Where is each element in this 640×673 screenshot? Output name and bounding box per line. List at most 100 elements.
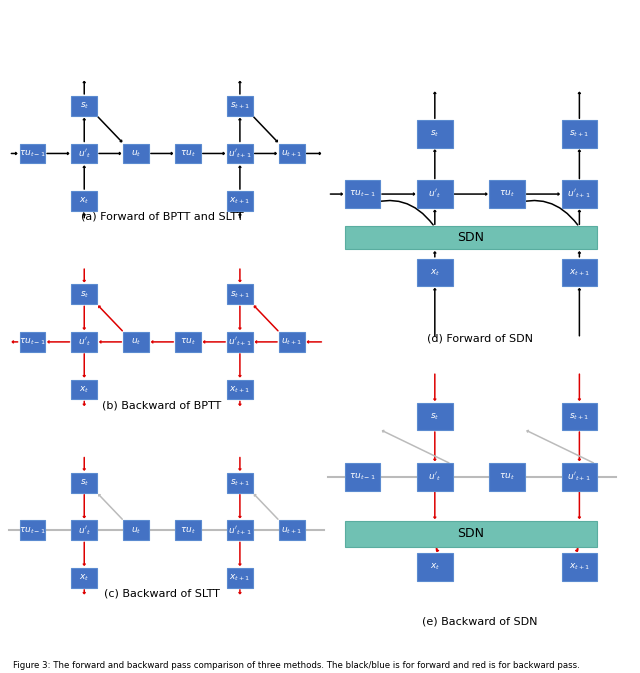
FancyBboxPatch shape xyxy=(417,258,452,286)
Text: $\tau u_t$: $\tau u_t$ xyxy=(180,525,196,536)
Text: $u'_{t+1}$: $u'_{t+1}$ xyxy=(568,470,591,483)
FancyBboxPatch shape xyxy=(279,520,305,540)
FancyBboxPatch shape xyxy=(72,473,97,493)
Text: $u'_{t+1}$: $u'_{t+1}$ xyxy=(228,147,252,160)
Text: SDN: SDN xyxy=(458,232,484,244)
Text: $\tau u_t$: $\tau u_t$ xyxy=(499,189,515,199)
FancyBboxPatch shape xyxy=(72,191,97,211)
FancyBboxPatch shape xyxy=(417,180,452,208)
Text: $\tau u_{t-1}$: $\tau u_{t-1}$ xyxy=(19,336,45,347)
Text: $x_t$: $x_t$ xyxy=(79,573,90,583)
Text: $u'_{t+1}$: $u'_{t+1}$ xyxy=(228,336,252,348)
Text: $x_t$: $x_t$ xyxy=(429,267,440,278)
Text: (e) Backward of SDN: (e) Backward of SDN xyxy=(422,616,538,626)
FancyBboxPatch shape xyxy=(227,568,253,588)
Text: $\tau u_t$: $\tau u_t$ xyxy=(180,336,196,347)
Text: $u'_{t+1}$: $u'_{t+1}$ xyxy=(568,188,591,201)
FancyBboxPatch shape xyxy=(72,332,97,352)
Text: (d) Forward of SDN: (d) Forward of SDN xyxy=(427,333,533,343)
FancyBboxPatch shape xyxy=(20,332,45,352)
Text: $s_t$: $s_t$ xyxy=(430,129,440,139)
Text: $u_{t+1}$: $u_{t+1}$ xyxy=(281,336,303,347)
FancyBboxPatch shape xyxy=(562,180,597,208)
Text: $u'_t$: $u'_t$ xyxy=(428,188,441,201)
FancyBboxPatch shape xyxy=(227,473,253,493)
Text: $s_t$: $s_t$ xyxy=(79,478,89,488)
FancyBboxPatch shape xyxy=(562,553,597,581)
FancyBboxPatch shape xyxy=(562,402,597,430)
FancyBboxPatch shape xyxy=(227,285,253,304)
Text: $\tau u_{t-1}$: $\tau u_{t-1}$ xyxy=(19,148,45,159)
Text: $\tau u_t$: $\tau u_t$ xyxy=(499,472,515,482)
Text: $s_{t+1}$: $s_{t+1}$ xyxy=(569,129,589,139)
FancyBboxPatch shape xyxy=(72,96,97,116)
Text: $u_t$: $u_t$ xyxy=(131,148,141,159)
Text: $\tau u_t$: $\tau u_t$ xyxy=(180,148,196,159)
Text: $x_t$: $x_t$ xyxy=(429,562,440,572)
Text: $s_t$: $s_t$ xyxy=(430,411,440,422)
FancyBboxPatch shape xyxy=(417,553,452,581)
Text: $u'_t$: $u'_t$ xyxy=(428,470,441,483)
Text: $u'_{t+1}$: $u'_{t+1}$ xyxy=(228,524,252,536)
FancyBboxPatch shape xyxy=(490,180,525,208)
FancyBboxPatch shape xyxy=(279,143,305,164)
Text: $s_{t+1}$: $s_{t+1}$ xyxy=(230,101,250,111)
Text: $x_{t+1}$: $x_{t+1}$ xyxy=(229,573,250,583)
Text: $u_t$: $u_t$ xyxy=(131,525,141,536)
Text: $u'_t$: $u'_t$ xyxy=(78,336,91,348)
Text: $x_{t+1}$: $x_{t+1}$ xyxy=(229,384,250,395)
Text: $\tau u_{t-1}$: $\tau u_{t-1}$ xyxy=(19,525,45,536)
FancyBboxPatch shape xyxy=(124,520,149,540)
Text: (a) Forward of BPTT and SLTT: (a) Forward of BPTT and SLTT xyxy=(81,212,243,222)
Text: $s_{t+1}$: $s_{t+1}$ xyxy=(569,411,589,422)
FancyBboxPatch shape xyxy=(72,380,97,399)
Text: $x_{t+1}$: $x_{t+1}$ xyxy=(569,562,590,572)
FancyBboxPatch shape xyxy=(227,191,253,211)
FancyBboxPatch shape xyxy=(562,120,597,147)
FancyBboxPatch shape xyxy=(562,258,597,286)
Text: $u_{t+1}$: $u_{t+1}$ xyxy=(281,148,303,159)
FancyBboxPatch shape xyxy=(417,402,452,430)
Text: (b) Backward of BPTT: (b) Backward of BPTT xyxy=(102,400,221,411)
FancyBboxPatch shape xyxy=(227,143,253,164)
FancyBboxPatch shape xyxy=(490,463,525,491)
FancyBboxPatch shape xyxy=(227,380,253,399)
FancyBboxPatch shape xyxy=(345,180,380,208)
FancyBboxPatch shape xyxy=(175,332,201,352)
Text: $s_{t+1}$: $s_{t+1}$ xyxy=(230,289,250,299)
Text: $x_{t+1}$: $x_{t+1}$ xyxy=(569,267,590,278)
Text: $x_t$: $x_t$ xyxy=(79,384,90,395)
Text: $x_t$: $x_t$ xyxy=(79,196,90,207)
FancyBboxPatch shape xyxy=(417,120,452,147)
FancyBboxPatch shape xyxy=(227,332,253,352)
FancyBboxPatch shape xyxy=(227,520,253,540)
FancyBboxPatch shape xyxy=(72,568,97,588)
FancyBboxPatch shape xyxy=(345,226,597,250)
Text: $s_t$: $s_t$ xyxy=(79,101,89,111)
Text: Figure 3: The forward and backward pass comparison of three methods. The black/b: Figure 3: The forward and backward pass … xyxy=(13,661,580,670)
FancyBboxPatch shape xyxy=(72,143,97,164)
Text: $\tau u_{t-1}$: $\tau u_{t-1}$ xyxy=(349,472,376,482)
FancyBboxPatch shape xyxy=(72,285,97,304)
FancyBboxPatch shape xyxy=(175,520,201,540)
Text: $x_{t+1}$: $x_{t+1}$ xyxy=(229,196,250,207)
FancyBboxPatch shape xyxy=(562,463,597,491)
FancyBboxPatch shape xyxy=(72,520,97,540)
Text: $u'_t$: $u'_t$ xyxy=(78,147,91,160)
Text: (c) Backward of SLTT: (c) Backward of SLTT xyxy=(104,589,220,599)
FancyBboxPatch shape xyxy=(175,143,201,164)
FancyBboxPatch shape xyxy=(124,143,149,164)
FancyBboxPatch shape xyxy=(345,463,380,491)
Text: $u_{t+1}$: $u_{t+1}$ xyxy=(281,525,303,536)
Text: $\tau u_{t-1}$: $\tau u_{t-1}$ xyxy=(349,189,376,199)
Text: SDN: SDN xyxy=(458,528,484,540)
FancyBboxPatch shape xyxy=(417,463,452,491)
FancyBboxPatch shape xyxy=(20,143,45,164)
FancyBboxPatch shape xyxy=(20,520,45,540)
Text: $u'_t$: $u'_t$ xyxy=(78,524,91,536)
FancyBboxPatch shape xyxy=(124,332,149,352)
FancyBboxPatch shape xyxy=(279,332,305,352)
Text: $s_{t+1}$: $s_{t+1}$ xyxy=(230,478,250,488)
Text: $s_t$: $s_t$ xyxy=(79,289,89,299)
Text: $u_t$: $u_t$ xyxy=(131,336,141,347)
